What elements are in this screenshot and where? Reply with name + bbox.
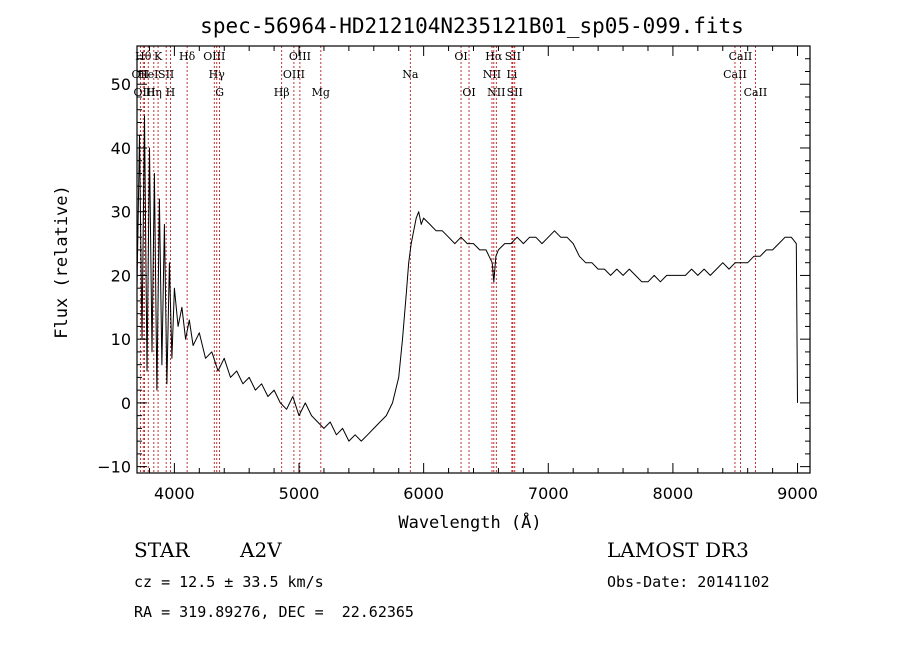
series-layer xyxy=(136,115,798,442)
marker-label: HeI xyxy=(138,68,158,81)
marker-label: OI xyxy=(462,86,475,99)
x-tick-label: 7000 xyxy=(528,484,569,503)
marker-label: Na xyxy=(402,68,419,81)
marker-label: OIII xyxy=(203,50,225,63)
marker-label: SII xyxy=(158,68,174,81)
marker-label: OIII xyxy=(283,68,305,81)
x-tick-label: 5000 xyxy=(279,484,320,503)
marker-label: CaII xyxy=(723,68,747,81)
marker-label: Hθ xyxy=(135,50,152,63)
marker-label: H xyxy=(166,86,176,99)
y-tick-label: 50 xyxy=(111,75,131,94)
x-tick-label: 4000 xyxy=(154,484,195,503)
marker-label: OI xyxy=(454,50,467,63)
marker-label: Hα xyxy=(485,50,503,63)
marker-label: Hβ xyxy=(274,86,290,99)
marker-label: Hδ xyxy=(179,50,196,63)
marker-label: CaII xyxy=(729,50,753,63)
marker-label: NII xyxy=(483,68,501,81)
x-axis-label: Wavelength (Å) xyxy=(398,511,541,533)
coordinates: RA = 319.89276, DEC = 22.62365 xyxy=(134,603,414,621)
marker-label: OIII xyxy=(289,50,311,63)
y-tick-label: 10 xyxy=(111,330,131,349)
spectrum-series-line xyxy=(136,115,798,442)
plot-frame xyxy=(136,45,811,474)
x-tick-label: 6000 xyxy=(403,484,444,503)
chart-title: spec-56964-HD212104N235121B01_sp05-099.f… xyxy=(200,14,744,38)
subclass: A2V xyxy=(240,538,282,562)
marker-label: SII xyxy=(507,86,523,99)
axis-ticks: 4000 5000 6000 7000 8000 9000 −10 0 10 20 30 40 50 xyxy=(97,46,818,503)
survey-name: LAMOST DR3 xyxy=(607,538,749,562)
marker-label: CaII xyxy=(744,86,768,99)
y-tick-label: 40 xyxy=(111,139,131,158)
x-tick-label: 8000 xyxy=(653,484,694,503)
redshift-cz: cz = 12.5 ± 33.5 km/s xyxy=(134,573,324,591)
marker-label: K xyxy=(154,50,163,63)
marker-label: Mg xyxy=(312,86,330,99)
marker-label: G xyxy=(215,86,224,99)
y-tick-label: 20 xyxy=(111,266,131,285)
marker-label: Hγ xyxy=(209,68,226,81)
y-tick-label: 0 xyxy=(121,394,131,413)
marker-label: NII xyxy=(487,86,505,99)
x-tick-label: 9000 xyxy=(777,484,818,503)
marker-label: Li xyxy=(506,68,517,81)
object-type: STAR xyxy=(134,538,190,562)
marker-label: SII xyxy=(505,50,521,63)
y-tick-label: −10 xyxy=(97,458,131,477)
marker-label: Hη xyxy=(146,86,162,99)
marker-label: OIII xyxy=(133,86,155,99)
y-axis-label: Flux (relative) xyxy=(52,185,72,339)
obs-date: Obs-Date: 20141102 xyxy=(607,573,770,591)
y-tick-label: 30 xyxy=(111,203,131,222)
